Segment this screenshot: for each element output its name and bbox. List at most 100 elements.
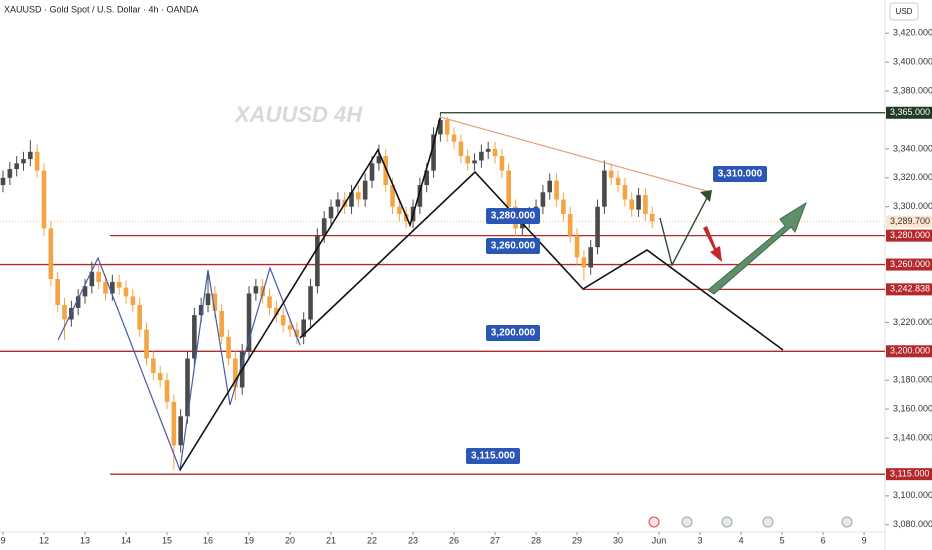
candle-body [485,148,491,152]
candle-body [41,170,47,229]
event-icon[interactable] [762,516,774,528]
x-tick-label: 27 [490,535,500,545]
callout-box [466,448,520,464]
candle-body [574,235,580,258]
candle-body [615,177,621,186]
level-label: 3,242.838 [890,284,930,294]
last-price-label: 3,289.700 [890,216,930,226]
candle-body [595,206,600,248]
candle-body [103,281,108,294]
candle-body [253,286,259,294]
candle-body [178,416,183,446]
y-tick-label: 3,420.000 [893,28,932,38]
trendline [439,116,711,193]
event-icons [648,516,853,528]
x-tick-label: 9 [862,535,867,545]
candle-body [246,293,252,352]
x-tick-label: 14 [121,535,131,545]
candle-body [171,401,177,446]
y-tick-label: 3,320.000 [893,172,932,182]
event-icon[interactable] [841,516,853,528]
level-label-bg [886,258,932,271]
y-tick-label: 3,100.000 [893,490,932,500]
candle-body [267,296,272,308]
candle-body [492,148,498,157]
drawings [57,116,807,473]
candle-body [7,169,13,178]
currency-button[interactable] [889,2,919,21]
candle-body [629,199,635,210]
candle-body [287,325,293,330]
candle-body [390,185,395,207]
event-icon[interactable] [648,516,660,528]
candle-body [479,151,484,161]
callout-label: 3,115.000 [471,451,515,462]
black-projection [299,170,784,351]
candle-body [34,151,40,171]
callout-box [486,238,540,254]
candle-body [96,271,101,282]
candle-body [308,286,313,320]
candle-body [444,119,450,135]
candle-body [137,305,142,330]
candle-body [643,195,648,214]
candle-body [192,315,197,359]
candle-body [417,185,423,207]
candle-body [561,199,566,214]
candle-body [567,213,573,236]
candle-body [431,134,436,171]
candle-body [554,180,559,200]
candle-body [547,180,553,193]
x-tick-label: Jun [652,535,667,545]
event-icon[interactable] [681,516,693,528]
callout-label: 3,310.000 [718,169,763,180]
candle-body [89,271,95,287]
candle-body [349,192,354,207]
level-label: 3,200.000 [890,346,930,356]
candle-body [28,151,33,160]
candle-body [294,329,300,337]
last-price-bg [886,215,932,228]
candle-body [151,358,156,373]
candle-body [649,213,655,222]
y-tick-label: 3,080.000 [893,519,932,529]
candle-body [226,336,231,359]
candle-body [301,319,306,337]
candle-body [588,247,594,268]
candle-body [14,163,19,170]
y-tick-label: 3,380.000 [893,85,932,95]
candle-body [362,180,368,200]
candle-body [315,235,320,287]
blue-zigzag [57,256,301,473]
candle-body [451,134,457,142]
watermark: XAUUSD 4H [233,102,363,127]
x-tick-label: 19 [244,535,254,545]
callout-label: 3,200.000 [491,328,536,339]
level-label-bg [886,468,932,481]
candle-body [185,358,190,417]
candle-body [280,315,286,326]
candle-body [424,170,429,186]
x-tick-label: 15 [162,535,172,545]
y-tick-label: 3,180.000 [893,375,932,385]
currency-label: USD [896,7,913,16]
level-label-bg [886,229,932,242]
y-tick-label: 3,300.000 [893,201,932,211]
candle-body [506,170,512,207]
x-tick-label: 5 [780,535,785,545]
candle-body [219,310,224,337]
x-tick-label: 6 [821,535,826,545]
y-tick-label: 3,400.000 [893,57,932,67]
level-label-bg [886,106,932,119]
y-tick-label: 3,220.000 [893,317,932,327]
callout-label: 3,280.000 [491,211,536,222]
candle-body [602,170,607,207]
candle-body [48,228,54,280]
callout-box [486,325,540,341]
event-icon[interactable] [721,516,733,528]
y-tick-label: 3,140.000 [893,432,932,442]
candle-body [376,156,382,164]
